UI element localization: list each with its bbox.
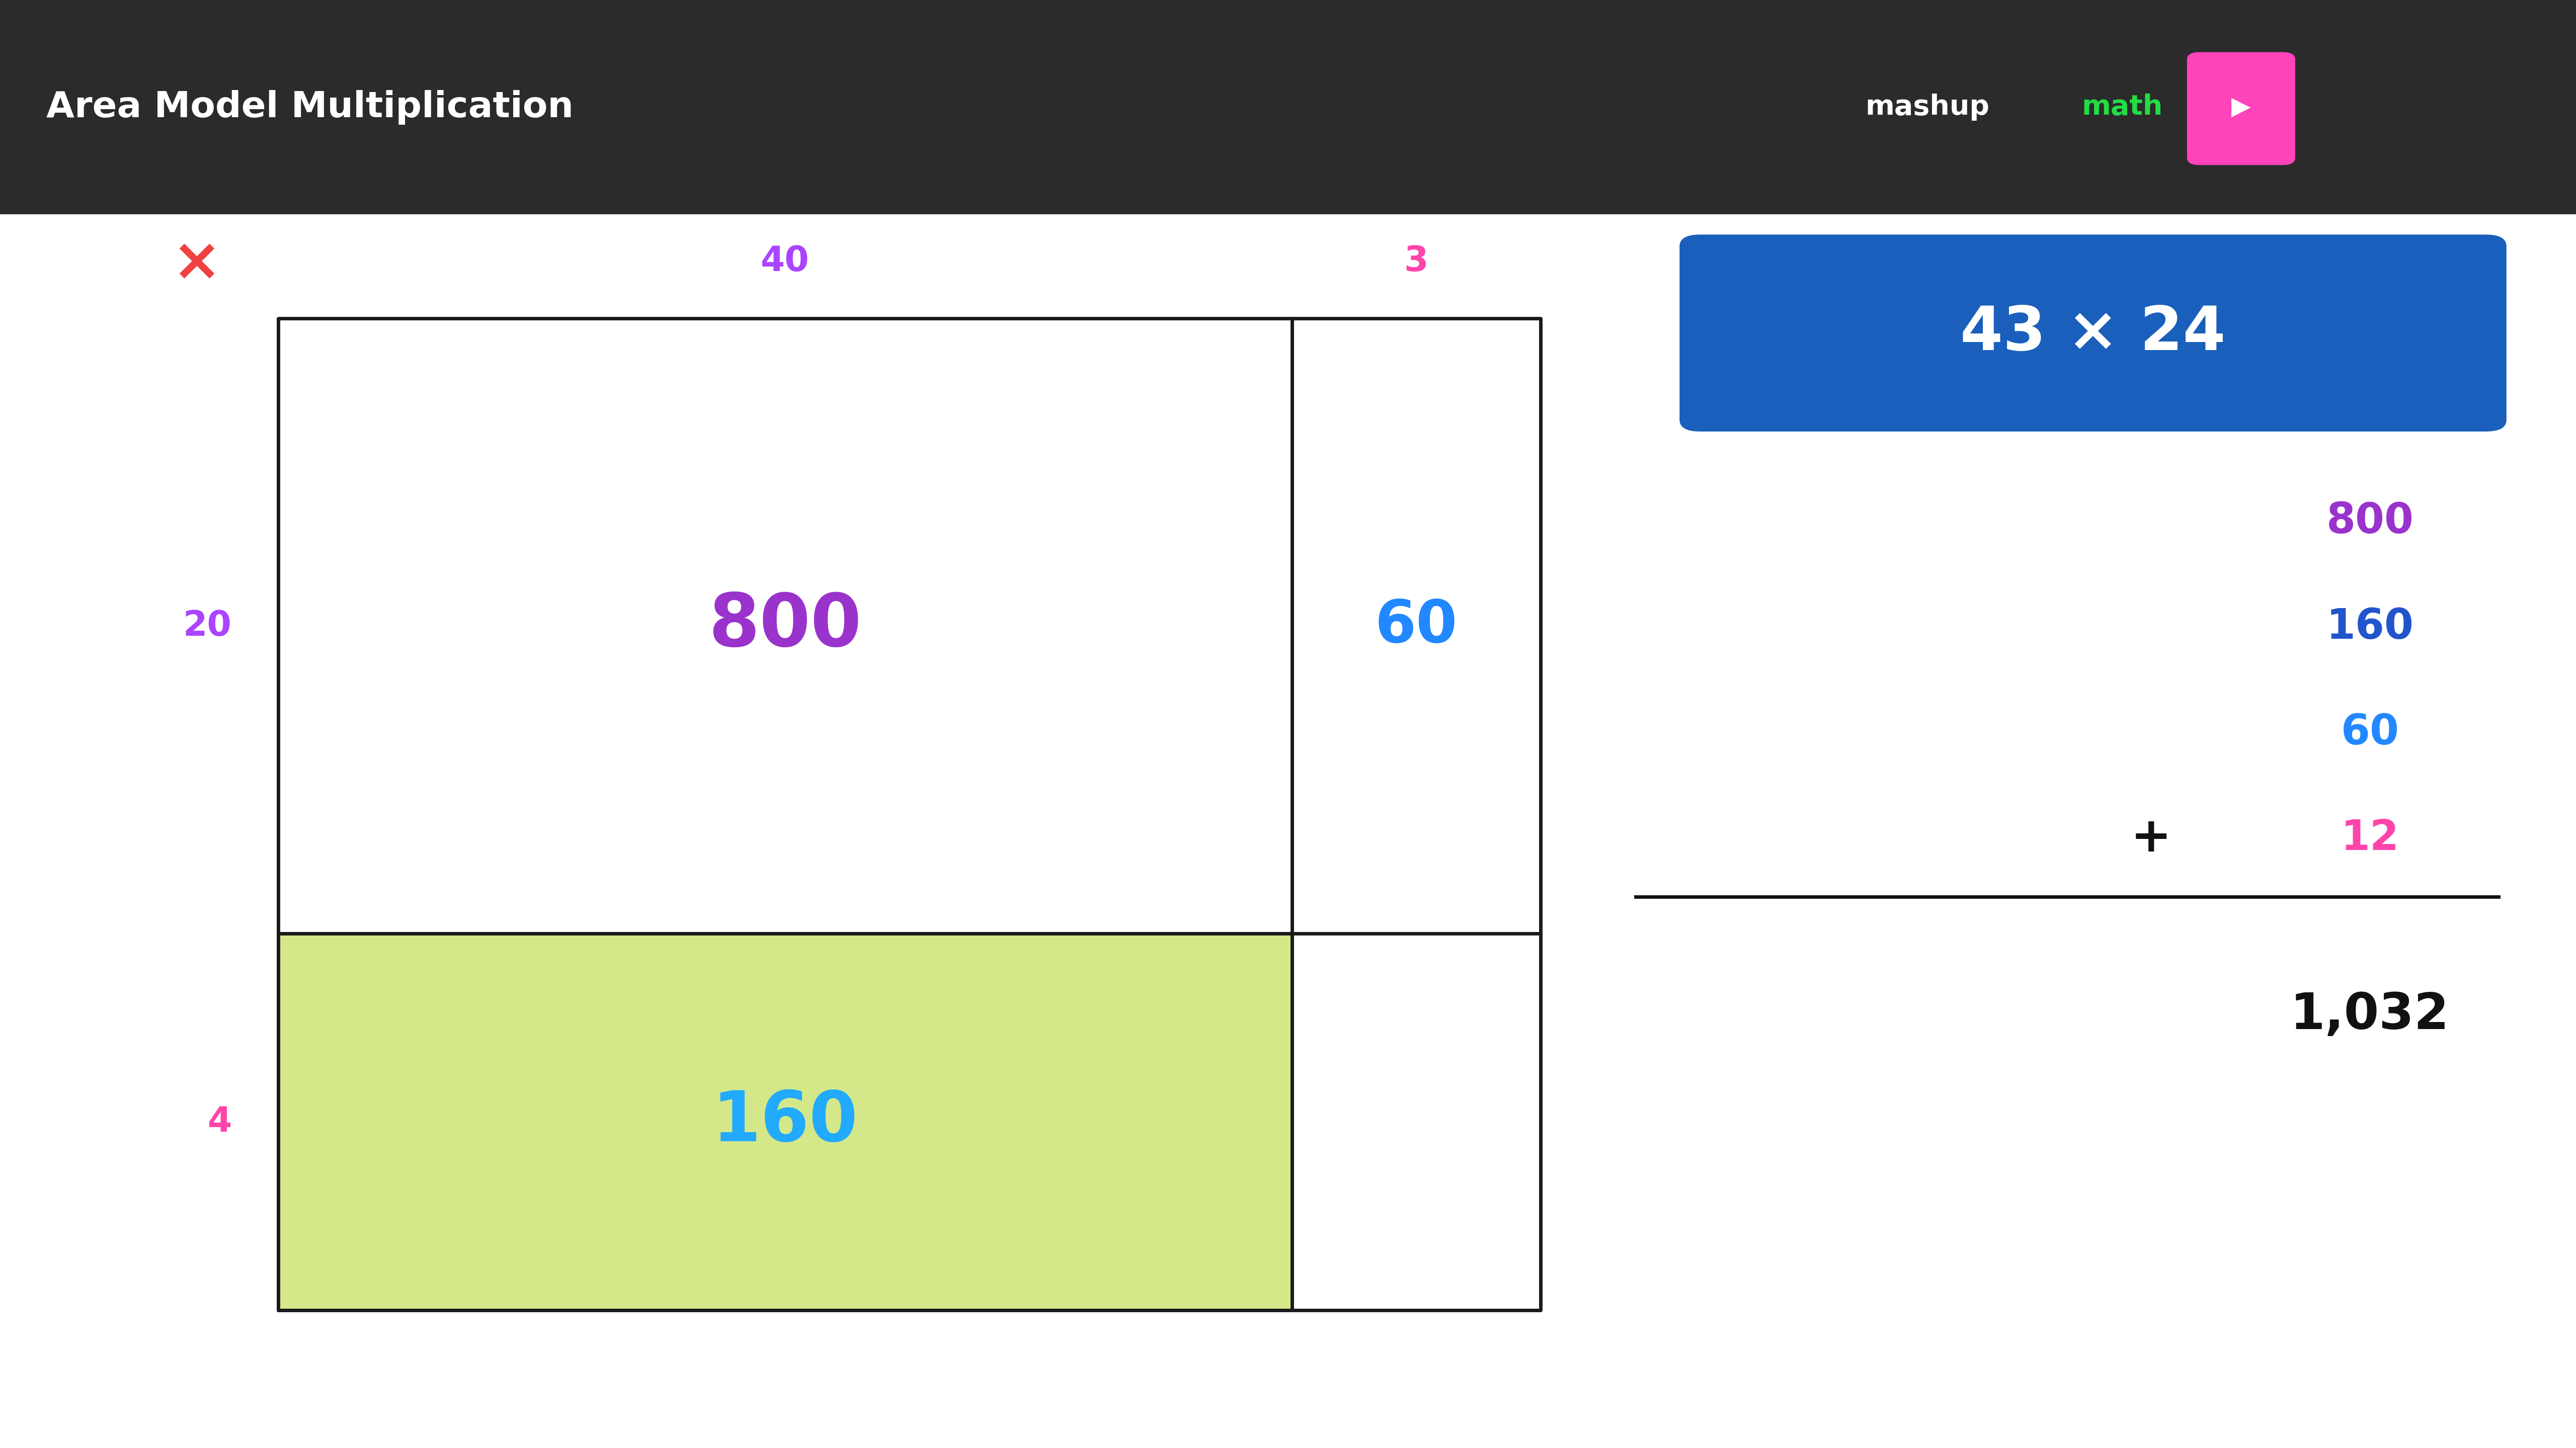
Text: 43 × 24: 43 × 24 xyxy=(1960,304,2226,362)
Bar xyxy=(1291,319,1540,934)
Text: 40: 40 xyxy=(760,245,809,278)
Text: 12: 12 xyxy=(2342,818,2398,859)
Bar xyxy=(278,319,1291,934)
FancyBboxPatch shape xyxy=(2187,52,2295,165)
Text: math: math xyxy=(2081,94,2164,120)
Text: 3: 3 xyxy=(1404,245,1427,278)
Text: 800: 800 xyxy=(708,591,860,662)
Text: Area Model Multiplication: Area Model Multiplication xyxy=(46,90,574,125)
Text: 4: 4 xyxy=(209,1105,232,1138)
Text: ▶: ▶ xyxy=(2231,96,2251,119)
Text: 160: 160 xyxy=(2326,607,2414,647)
FancyBboxPatch shape xyxy=(1680,235,2506,432)
Text: 20: 20 xyxy=(183,610,232,643)
Bar xyxy=(0,214,2576,1448)
Text: 60: 60 xyxy=(1376,597,1458,654)
Text: 60: 60 xyxy=(2342,712,2398,753)
Bar xyxy=(0,0,2576,214)
Text: 1,032: 1,032 xyxy=(2290,990,2450,1040)
Bar xyxy=(1291,934,1540,1310)
Text: mashup: mashup xyxy=(1865,94,1989,120)
Text: +: + xyxy=(2130,815,2172,862)
Bar xyxy=(278,934,1291,1310)
Text: ×: × xyxy=(173,235,222,292)
Text: 160: 160 xyxy=(711,1087,858,1156)
Text: 800: 800 xyxy=(2326,501,2414,542)
